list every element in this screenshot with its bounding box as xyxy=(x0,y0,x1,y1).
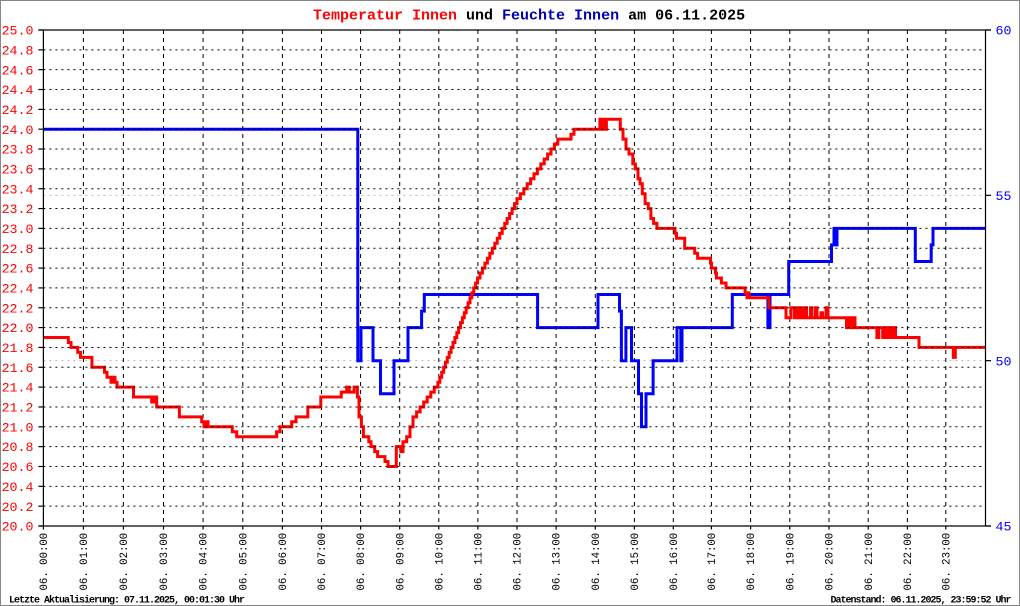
svg-text:21.4: 21.4 xyxy=(2,381,34,396)
svg-text:06. 08:00: 06. 08:00 xyxy=(356,533,368,591)
svg-text:45: 45 xyxy=(996,520,1012,535)
svg-text:23.4: 23.4 xyxy=(2,182,34,197)
svg-text:24.8: 24.8 xyxy=(2,43,34,58)
svg-text:22.2: 22.2 xyxy=(2,301,34,316)
svg-text:23.8: 23.8 xyxy=(2,143,34,158)
svg-text:06. 01:00: 06. 01:00 xyxy=(79,533,91,591)
svg-text:06. 23:00: 06. 23:00 xyxy=(941,533,953,591)
svg-text:06. 21:00: 06. 21:00 xyxy=(864,533,876,591)
svg-text:20.6: 20.6 xyxy=(2,460,34,475)
svg-text:25.0: 25.0 xyxy=(2,24,34,39)
svg-text:20.4: 20.4 xyxy=(2,480,34,495)
svg-text:22.4: 22.4 xyxy=(2,282,34,297)
svg-text:06. 22:00: 06. 22:00 xyxy=(903,533,915,591)
svg-text:60: 60 xyxy=(996,24,1012,39)
svg-text:06. 14:00: 06. 14:00 xyxy=(591,533,603,591)
svg-text:23.2: 23.2 xyxy=(2,202,34,217)
svg-text:21.8: 21.8 xyxy=(2,341,34,356)
svg-text:06. 04:00: 06. 04:00 xyxy=(199,533,211,591)
svg-text:06. 06:00: 06. 06:00 xyxy=(278,533,290,591)
svg-text:21.6: 21.6 xyxy=(2,361,34,376)
svg-text:20.8: 20.8 xyxy=(2,440,34,455)
svg-text:06. 17:00: 06. 17:00 xyxy=(707,533,719,591)
svg-text:21.0: 21.0 xyxy=(2,420,34,435)
svg-text:22.8: 22.8 xyxy=(2,242,34,257)
svg-text:24.6: 24.6 xyxy=(2,63,34,78)
svg-text:06. 02:00: 06. 02:00 xyxy=(119,533,131,591)
svg-text:Letzte Aktualisierung: 07.11.2: Letzte Aktualisierung: 07.11.2025, 00:01… xyxy=(9,595,245,606)
svg-text:06. 00:00: 06. 00:00 xyxy=(39,533,51,591)
svg-text:06. 20:00: 06. 20:00 xyxy=(825,533,837,591)
svg-text:06. 19:00: 06. 19:00 xyxy=(785,533,797,591)
svg-text:06. 10:00: 06. 10:00 xyxy=(434,533,446,591)
svg-text:06. 03:00: 06. 03:00 xyxy=(159,533,171,591)
svg-text:06. 15:00: 06. 15:00 xyxy=(630,533,642,591)
svg-text:06. 12:00: 06. 12:00 xyxy=(513,533,525,591)
svg-text:22.0: 22.0 xyxy=(2,321,34,336)
svg-text:Temperatur Innen und Feuchte I: Temperatur Innen und Feuchte Innen am 06… xyxy=(313,8,745,25)
svg-text:23.0: 23.0 xyxy=(2,222,34,237)
svg-text:06. 11:00: 06. 11:00 xyxy=(474,533,486,591)
svg-text:24.2: 24.2 xyxy=(2,103,34,118)
svg-text:Datenstand: 06.11.2025, 23:59:: Datenstand: 06.11.2025, 23:59:52 Uhr xyxy=(831,595,1012,606)
svg-text:20.2: 20.2 xyxy=(2,500,34,515)
svg-text:24.4: 24.4 xyxy=(2,83,34,98)
svg-text:06. 09:00: 06. 09:00 xyxy=(395,533,407,591)
svg-text:06. 18:00: 06. 18:00 xyxy=(746,533,758,591)
svg-text:06. 07:00: 06. 07:00 xyxy=(317,533,329,591)
svg-text:06. 05:00: 06. 05:00 xyxy=(238,533,250,591)
svg-text:06. 13:00: 06. 13:00 xyxy=(552,533,564,591)
svg-text:22.6: 22.6 xyxy=(2,262,34,277)
svg-text:23.6: 23.6 xyxy=(2,163,34,178)
svg-text:06. 16:00: 06. 16:00 xyxy=(669,533,681,591)
svg-text:20.0: 20.0 xyxy=(2,520,34,535)
svg-text:21.2: 21.2 xyxy=(2,401,34,416)
svg-text:55: 55 xyxy=(996,189,1012,204)
svg-text:24.0: 24.0 xyxy=(2,123,34,138)
svg-text:50: 50 xyxy=(996,354,1012,369)
